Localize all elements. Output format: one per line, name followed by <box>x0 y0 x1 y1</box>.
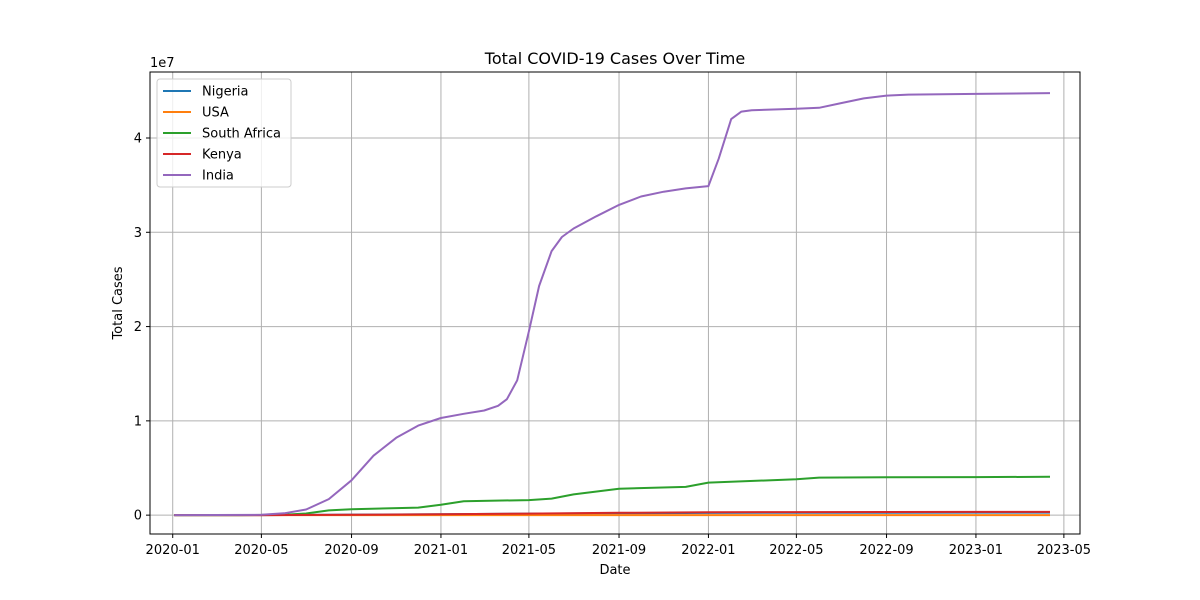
legend: Nigeria USA South Africa Kenya India <box>156 78 292 188</box>
y-axis-label: Total Cases <box>111 266 126 340</box>
x-tick-label: 2021-01 <box>414 543 468 558</box>
x-tick-label: 2022-05 <box>769 543 823 558</box>
x-tick-label: 2023-05 <box>1037 543 1091 558</box>
x-tick-label: 2022-01 <box>681 543 735 558</box>
x-tick-label: 2020-09 <box>324 543 378 558</box>
x-tick-label: 2021-05 <box>502 543 556 558</box>
legend-box <box>156 78 292 188</box>
legend-label: South Africa <box>202 127 281 142</box>
x-tick-label: 2021-09 <box>592 543 646 558</box>
x-tick-label: 2023-01 <box>949 543 1003 558</box>
x-tick-label: 2020-05 <box>234 543 288 558</box>
y-tick-label: 3 <box>134 226 142 241</box>
y-tick-label: 4 <box>134 132 142 147</box>
x-tick-label: 2020-01 <box>146 543 200 558</box>
chart-title: Total COVID-19 Cases Over Time <box>484 49 745 68</box>
y-axis-offset-label: 1e7 <box>150 56 175 71</box>
x-tick-label: 2022-09 <box>859 543 913 558</box>
series-line-kenya <box>174 510 1050 517</box>
plot-frame <box>149 71 1081 535</box>
y-tick-label: 0 <box>134 509 142 524</box>
legend-label: India <box>202 169 234 184</box>
legend-label: Nigeria <box>202 85 249 100</box>
series-lines <box>174 92 1051 517</box>
y-tick-label: 1 <box>134 414 142 429</box>
y-axis-ticks: 0 1 2 3 4 <box>134 132 150 524</box>
series-line-south-africa <box>174 475 1051 517</box>
legend-label: USA <box>202 106 229 121</box>
x-axis-ticks: 2020-01 2020-05 2020-09 2021-01 2021-05 2021-… <box>146 534 1091 558</box>
series-line-india <box>174 92 1051 517</box>
legend-label: Kenya <box>202 148 242 163</box>
y-tick-label: 2 <box>134 320 142 335</box>
x-axis-label: Date <box>599 563 630 578</box>
grid <box>150 72 1080 534</box>
